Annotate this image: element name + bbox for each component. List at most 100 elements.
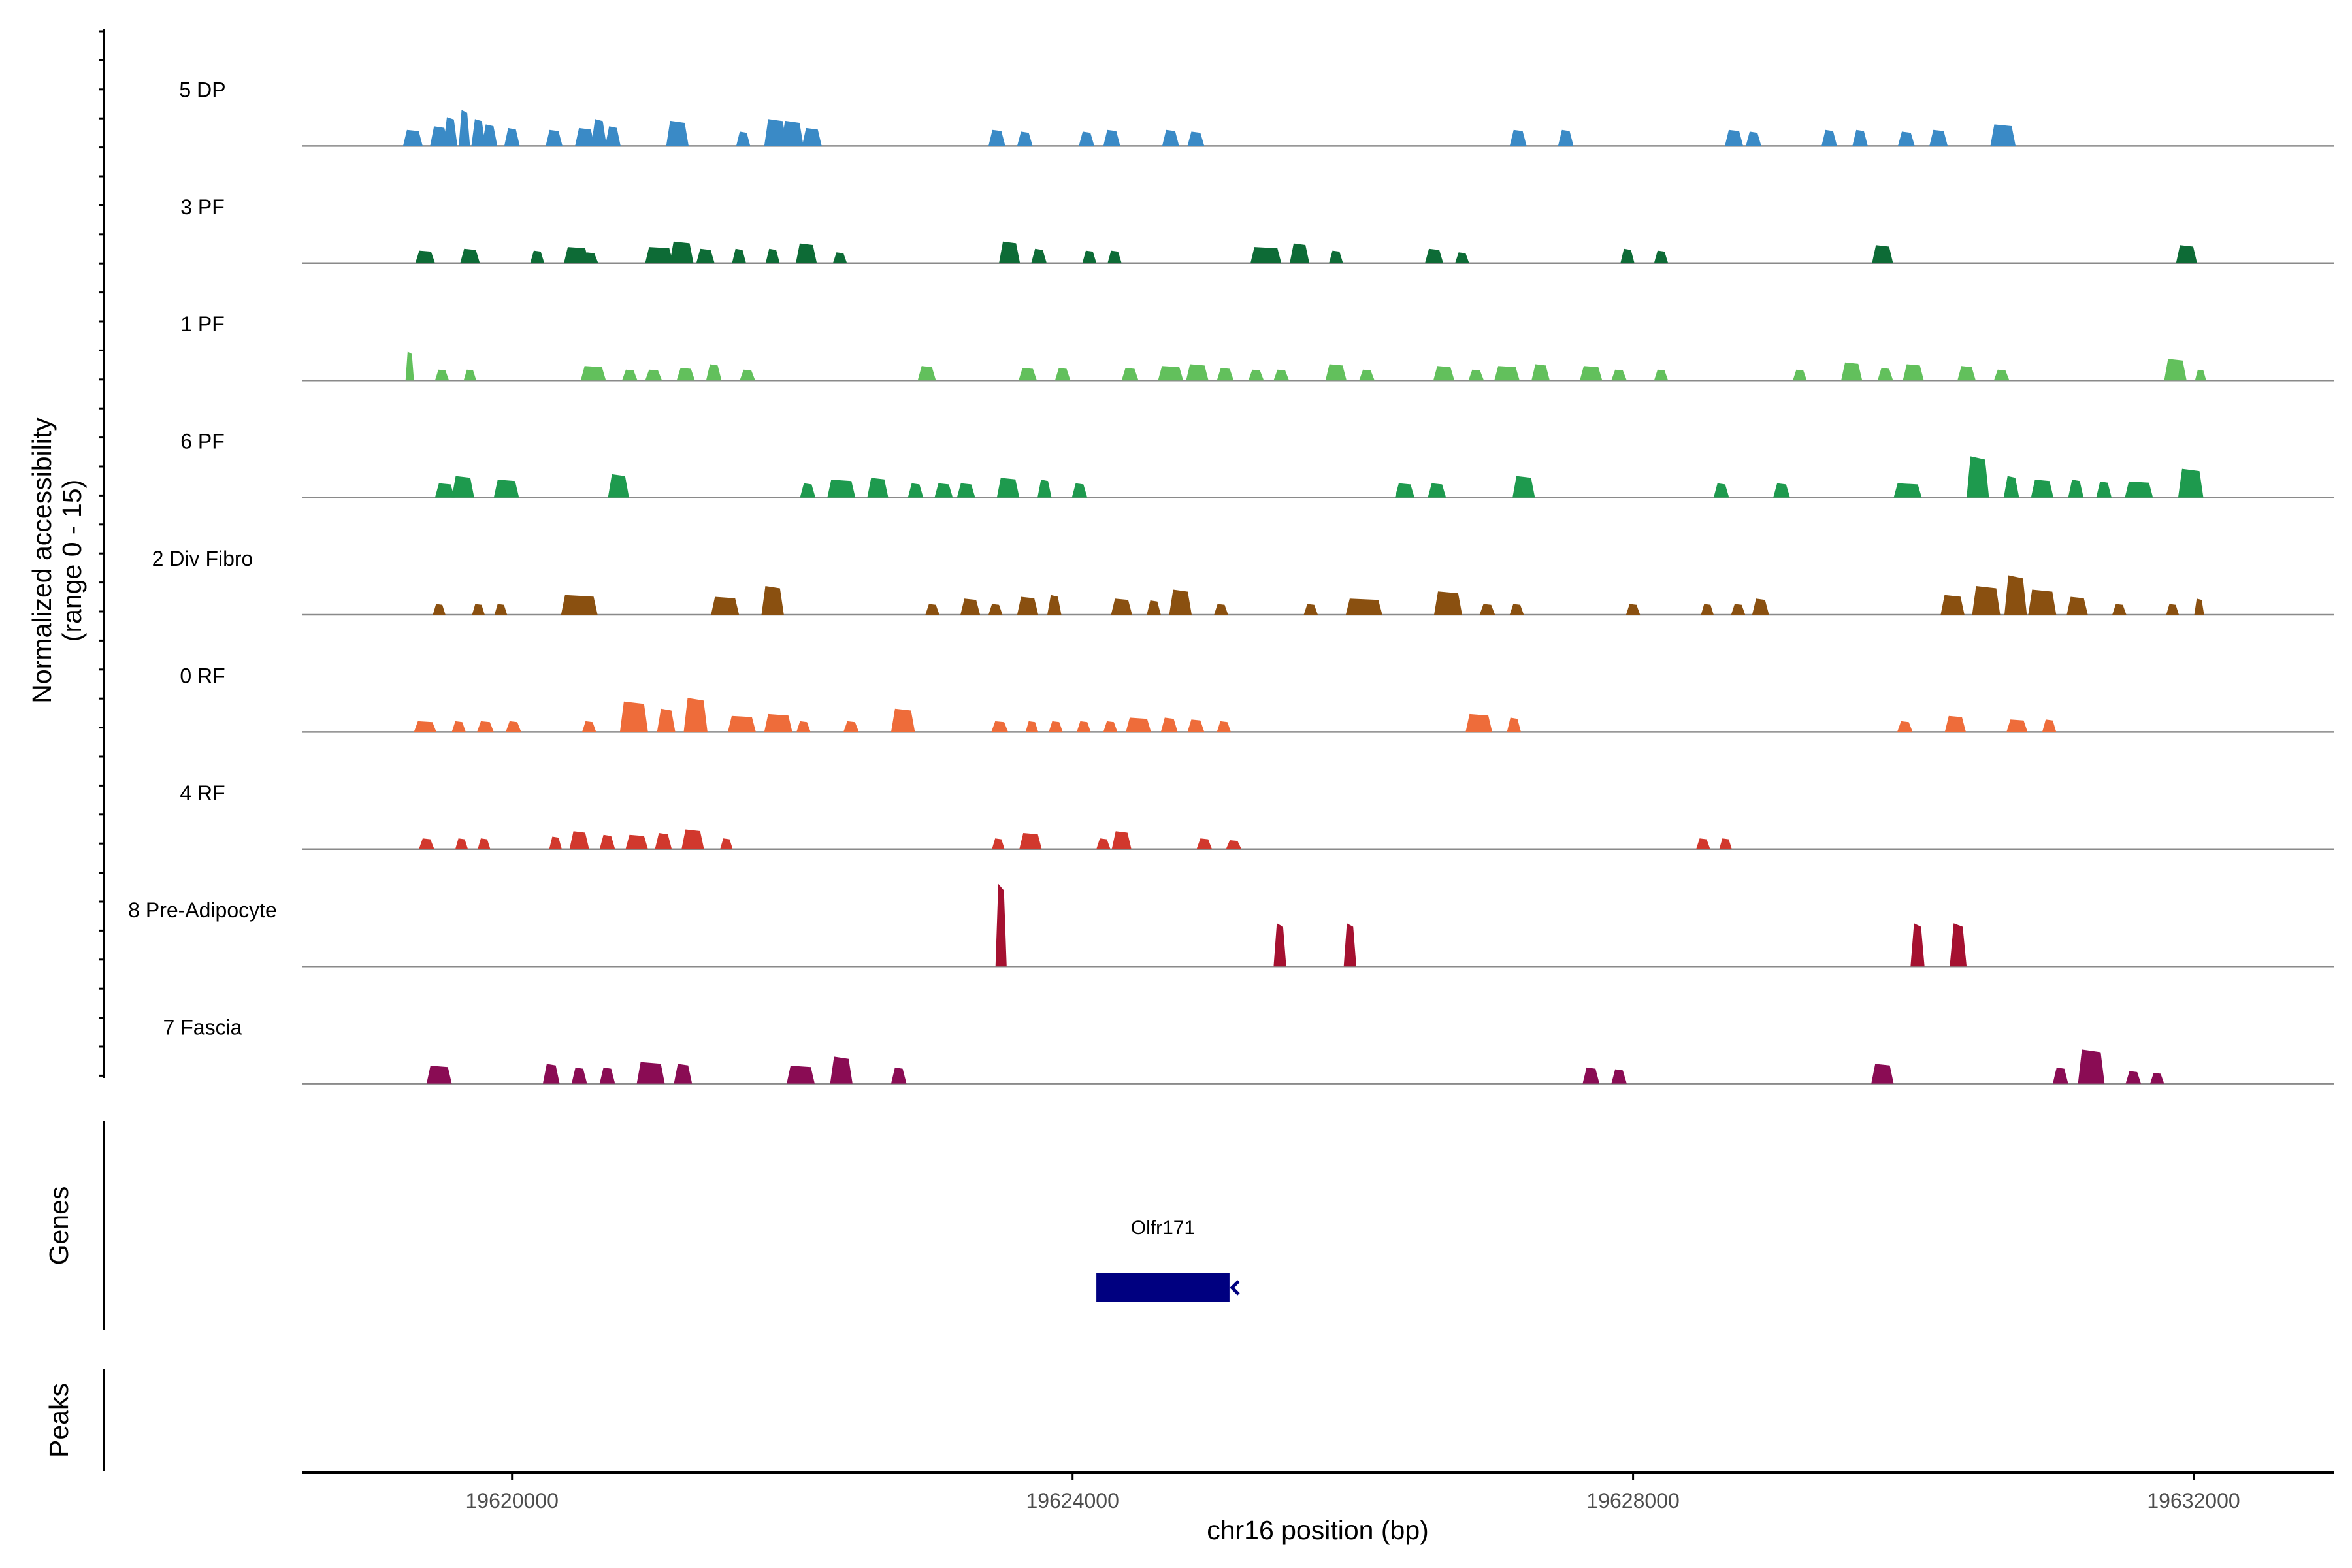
coverage-peak — [1047, 595, 1062, 615]
coverage-peak — [1187, 719, 1205, 732]
coverage-peak — [1950, 923, 1967, 967]
gene-label: Olfr171 — [1131, 1217, 1195, 1239]
coverage-peak — [645, 247, 674, 263]
coverage-peak — [1273, 369, 1289, 381]
gene-strand-arrow — [1230, 1280, 1240, 1296]
coverage-peak — [1625, 604, 1641, 615]
coverage-peak — [451, 721, 466, 732]
coverage-peak — [1082, 250, 1097, 263]
coverage-peak — [455, 838, 468, 849]
coverage-peak — [890, 1067, 907, 1084]
coverage-peak — [1214, 604, 1228, 615]
coverage-peak — [1303, 604, 1318, 615]
coverage-peak — [706, 364, 722, 381]
coverage-peak — [460, 248, 480, 263]
track-7-fascia: 7 Fascia — [163, 1016, 2334, 1085]
coverage-peak — [1507, 717, 1521, 732]
coverage-peak — [1049, 721, 1063, 732]
coverage-peak — [582, 721, 596, 732]
coverage-peak — [2150, 1073, 2164, 1084]
coverage-peak — [459, 110, 470, 146]
coverage-peak — [1126, 717, 1151, 732]
coverage-peak — [781, 120, 804, 146]
coverage-peak — [2004, 575, 2027, 615]
coverage-peak — [827, 480, 856, 498]
coverage-peak — [956, 483, 975, 498]
coverage-peak — [917, 366, 936, 381]
peaks-label: Peaks — [44, 1383, 74, 1458]
coverage-peak — [619, 701, 648, 732]
coverage-peak — [2078, 1049, 2105, 1084]
coverage-peak — [1290, 243, 1310, 263]
coverage-peak — [1025, 721, 1039, 732]
coverage-peak — [1248, 369, 1264, 381]
coverage-peak — [2006, 719, 2028, 732]
coverage-peak — [1428, 483, 1446, 498]
coverage-peak — [992, 838, 1005, 849]
coverage-peak — [426, 1066, 452, 1084]
coverage-peak — [591, 119, 607, 146]
coverage-peak — [564, 247, 589, 263]
coverage-peak — [1186, 364, 1209, 381]
coverage-peak — [796, 721, 811, 732]
track-label: 8 Pre-Adipocyte — [128, 898, 277, 922]
coverage-peak — [1162, 129, 1179, 146]
coverage-peak — [1103, 129, 1120, 146]
coverage-peak — [1898, 131, 1915, 146]
coverage-peak — [1852, 129, 1868, 146]
coverage-peak — [674, 1064, 693, 1084]
coverage-peak — [1993, 369, 2010, 381]
coverage-peak — [414, 721, 436, 732]
track-5-dp: 5 DP — [179, 78, 2334, 147]
coverage-peak — [1903, 364, 1924, 381]
coverage-peak — [1465, 713, 1492, 732]
coverage-peak — [657, 708, 676, 732]
accessibility-y-axis: Normalized accessibility (range 0 - 15) — [27, 29, 105, 1078]
coverage-peak — [1343, 923, 1356, 967]
coverage-peak — [999, 241, 1021, 263]
coverage-peak — [1654, 250, 1669, 263]
coverage-peak — [666, 120, 689, 146]
coverage-peak — [419, 838, 434, 849]
coverage-peak — [2125, 1071, 2142, 1084]
genes-label: Genes — [44, 1186, 74, 1266]
track-8-pre-adipocyte: 8 Pre-Adipocyte — [128, 883, 2334, 968]
x-axis-label: chr16 position (bp) — [1207, 1515, 1429, 1545]
coverage-peak — [934, 483, 953, 498]
coverage-peak — [728, 715, 756, 732]
coverage-peak — [599, 834, 615, 849]
coverage-peak — [1793, 369, 1807, 381]
coverage-peak — [1752, 598, 1769, 615]
coverage-peak — [2068, 480, 2084, 498]
y-axis-label-line1: Normalized accessibility — [27, 417, 57, 704]
coverage-peak — [681, 829, 704, 849]
coverage-peak — [1558, 129, 1574, 146]
coverage-peak — [1773, 483, 1790, 498]
coverage-peak — [995, 883, 1007, 967]
coverage-peak — [1746, 131, 1761, 146]
x-tick-label: 19624000 — [1026, 1489, 1119, 1512]
coverage-peak — [1731, 604, 1746, 615]
coverage-peak — [599, 1067, 615, 1084]
coverage-peak — [583, 252, 598, 263]
x-tick-label: 19620000 — [466, 1489, 559, 1512]
coverage-peak — [732, 248, 746, 263]
coverage-peak — [443, 117, 458, 146]
coverage-peak — [800, 483, 816, 498]
coverage-peak — [1103, 721, 1118, 732]
coverage-peak — [542, 1064, 560, 1084]
coverage-peak — [988, 129, 1005, 146]
coverage-peak — [1468, 369, 1484, 381]
coverage-peak — [1017, 596, 1039, 615]
coverage-peak — [1031, 248, 1047, 263]
coverage-peak — [1019, 368, 1037, 381]
coverage-peak — [1871, 1064, 1894, 1084]
coverage-peak — [482, 124, 498, 146]
coverage-peak — [1187, 131, 1205, 146]
coverage-peak — [434, 369, 449, 381]
coverage-peak — [575, 127, 595, 146]
coverage-peak — [2176, 245, 2197, 263]
coverage-peak — [655, 833, 672, 849]
coverage-peak — [1580, 366, 1603, 381]
coverage-peak — [451, 476, 474, 498]
